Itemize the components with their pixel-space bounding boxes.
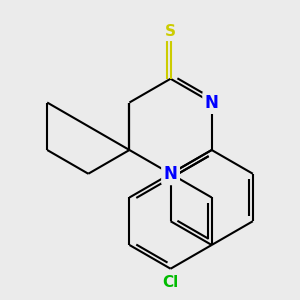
Text: N: N xyxy=(164,165,178,183)
Text: S: S xyxy=(165,24,176,39)
Text: Cl: Cl xyxy=(162,275,179,290)
Text: N: N xyxy=(205,94,219,112)
